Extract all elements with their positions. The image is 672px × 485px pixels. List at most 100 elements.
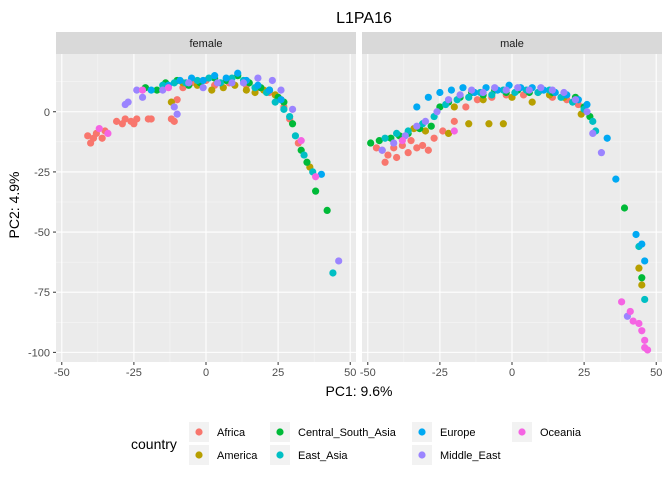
data-point: [589, 117, 597, 125]
data-point: [228, 79, 236, 87]
data-point: [491, 84, 499, 92]
data-point: [138, 86, 147, 94]
data-point: [147, 115, 155, 123]
legend-item: Middle_East: [412, 445, 501, 465]
data-point: [124, 98, 132, 106]
legend-items: Africa America Central_South_Asia East_Asia…: [189, 422, 582, 465]
data-point: [277, 86, 285, 94]
data-point: [465, 93, 473, 101]
legend-swatch: [276, 451, 284, 459]
x-tick-label: -50: [54, 367, 70, 379]
legend-item: Africa: [189, 422, 246, 442]
data-point: [413, 144, 421, 152]
legend-swatch: [418, 451, 426, 459]
data-point: [288, 120, 297, 128]
legend-label: Europe: [440, 427, 475, 439]
facet-label-female: female: [189, 38, 222, 50]
data-point: [571, 96, 580, 104]
x-tick-label: 25: [578, 367, 590, 379]
data-point: [367, 139, 375, 147]
data-point: [393, 129, 401, 138]
data-point: [456, 91, 464, 99]
data-point: [312, 173, 320, 181]
data-point: [444, 129, 453, 138]
legend-label: Africa: [217, 427, 246, 439]
points-male: [367, 81, 652, 354]
data-point: [583, 108, 591, 116]
data-point: [222, 74, 230, 82]
data-point: [638, 327, 646, 335]
legend-swatch: [195, 451, 203, 459]
data-point: [288, 105, 297, 113]
data-point: [268, 76, 276, 85]
data-point: [603, 134, 611, 142]
data-point: [459, 84, 467, 92]
data-point: [583, 100, 591, 109]
legend-label: East_Asia: [298, 450, 348, 462]
data-point: [205, 74, 213, 82]
panel-male: [362, 54, 662, 362]
chart-title: L1PA16: [336, 10, 392, 27]
data-point: [407, 137, 415, 145]
data-point: [473, 96, 481, 104]
data-point: [170, 79, 178, 87]
data-point: [413, 122, 421, 130]
data-point: [133, 86, 141, 94]
legend-swatch: [418, 428, 426, 436]
data-point: [173, 96, 181, 104]
data-point: [213, 79, 222, 87]
x-tick-label: -25: [126, 367, 142, 379]
legend-swatch: [195, 428, 203, 436]
y-tick-label: -25: [34, 167, 50, 179]
data-point: [159, 86, 167, 94]
y-axis-title: PC2: 4.9%: [6, 172, 22, 239]
data-point: [439, 127, 447, 135]
data-point: [297, 137, 305, 145]
facet-label-male: male: [500, 38, 524, 50]
y-tick-label: -75: [34, 287, 50, 299]
data-point: [242, 86, 250, 94]
x-axis-title: PC1: 9.6%: [326, 383, 393, 399]
data-point: [597, 149, 606, 157]
x-tick-label: 50: [650, 367, 662, 379]
legend-item: East_Asia: [270, 445, 348, 465]
legend-title: country: [131, 436, 177, 452]
data-point: [138, 93, 147, 101]
data-point: [254, 74, 262, 82]
data-point: [199, 84, 207, 92]
data-point: [300, 151, 308, 159]
legend-item: Oceania: [512, 422, 582, 442]
x-tick-label: 50: [344, 367, 356, 379]
data-point: [404, 149, 412, 157]
data-point: [424, 146, 432, 154]
x-tick-label: 25: [272, 367, 284, 379]
data-point: [398, 137, 406, 145]
data-point: [381, 134, 389, 142]
data-point: [112, 117, 121, 125]
data-point: [378, 146, 386, 154]
y-axis: -100 -75 -50 -25 0: [28, 107, 56, 359]
data-point: [525, 86, 533, 94]
data-point: [528, 98, 536, 106]
data-point: [514, 84, 522, 92]
data-point: [641, 295, 649, 304]
data-point: [234, 69, 242, 77]
data-point: [468, 86, 476, 94]
facet-strip-male: [362, 32, 662, 54]
data-point: [620, 204, 629, 212]
data-point: [280, 105, 288, 113]
y-tick-label: 0: [44, 107, 50, 119]
data-point: [84, 132, 92, 140]
x-tick-label: 0: [509, 367, 515, 379]
data-point: [618, 298, 626, 306]
data-point: [239, 79, 248, 87]
data-point: [444, 96, 453, 104]
data-point: [638, 281, 646, 289]
data-point: [450, 117, 458, 125]
data-point: [427, 122, 435, 130]
x-tick-label: -50: [360, 367, 376, 379]
data-point: [635, 319, 643, 328]
data-point: [413, 103, 421, 111]
